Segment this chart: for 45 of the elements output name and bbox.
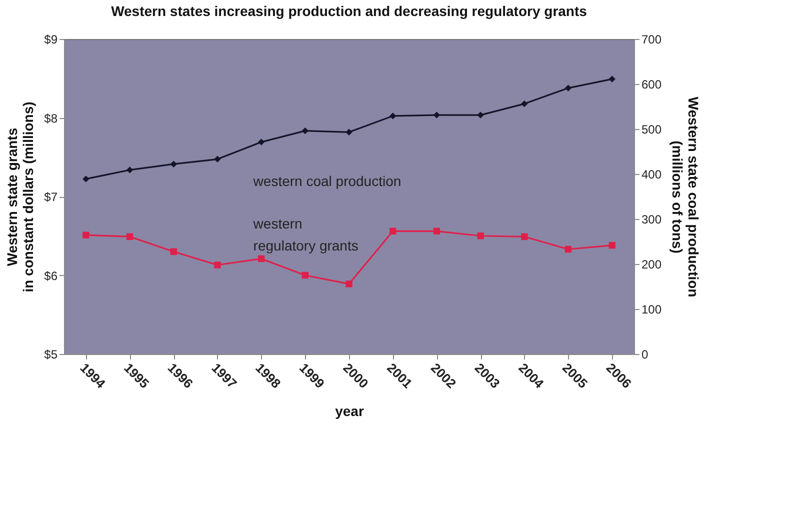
series-label: western coal production: [252, 173, 402, 190]
x-axis-title: year: [335, 403, 364, 420]
y-tick-label: $7: [44, 190, 58, 204]
y2-tick-label: 200: [642, 258, 662, 272]
series-label: western regulatory grants: [252, 216, 358, 254]
y-tick-label: $5: [44, 348, 58, 362]
y2-tick-label: 400: [642, 168, 662, 182]
y2-axis-title: Western state coal production (millions of tons): [670, 96, 702, 298]
point: [258, 255, 265, 262]
point: [608, 76, 616, 82]
point: [346, 280, 352, 288]
y2-tick-label: 500: [642, 122, 662, 136]
point: [170, 160, 177, 168]
point: [170, 248, 177, 255]
y-axis-title: Western state grants in constant dollars (millions): [4, 102, 36, 292]
y2-tick-label: 300: [642, 212, 662, 226]
point: [126, 166, 134, 174]
point: [258, 138, 265, 146]
point: [82, 232, 90, 238]
point: [389, 228, 396, 235]
y-tick-label: $9: [44, 32, 58, 46]
point: [564, 246, 572, 253]
point: [477, 232, 484, 240]
point: [433, 228, 440, 235]
y-tick-label: $8: [44, 111, 58, 126]
point: [433, 112, 440, 118]
point: [214, 156, 221, 163]
point: [564, 84, 572, 92]
point: [82, 176, 90, 182]
point: [126, 233, 134, 240]
point: [302, 272, 309, 279]
y2-tick-label: 0: [642, 348, 648, 362]
chart-title: Western states increasing production and decreasing regulatory grants: [111, 3, 588, 19]
y2-tick-label: 100: [642, 302, 662, 316]
point: [302, 127, 309, 134]
point: [214, 262, 221, 268]
point: [521, 233, 528, 240]
point: [608, 242, 616, 249]
point: [521, 100, 528, 108]
point: [477, 112, 484, 118]
y2-tick-label: 700: [642, 32, 662, 46]
y-tick-label: $6: [44, 268, 58, 283]
point: [346, 128, 352, 136]
point: [389, 112, 396, 120]
y2-tick-label: 600: [642, 78, 662, 92]
